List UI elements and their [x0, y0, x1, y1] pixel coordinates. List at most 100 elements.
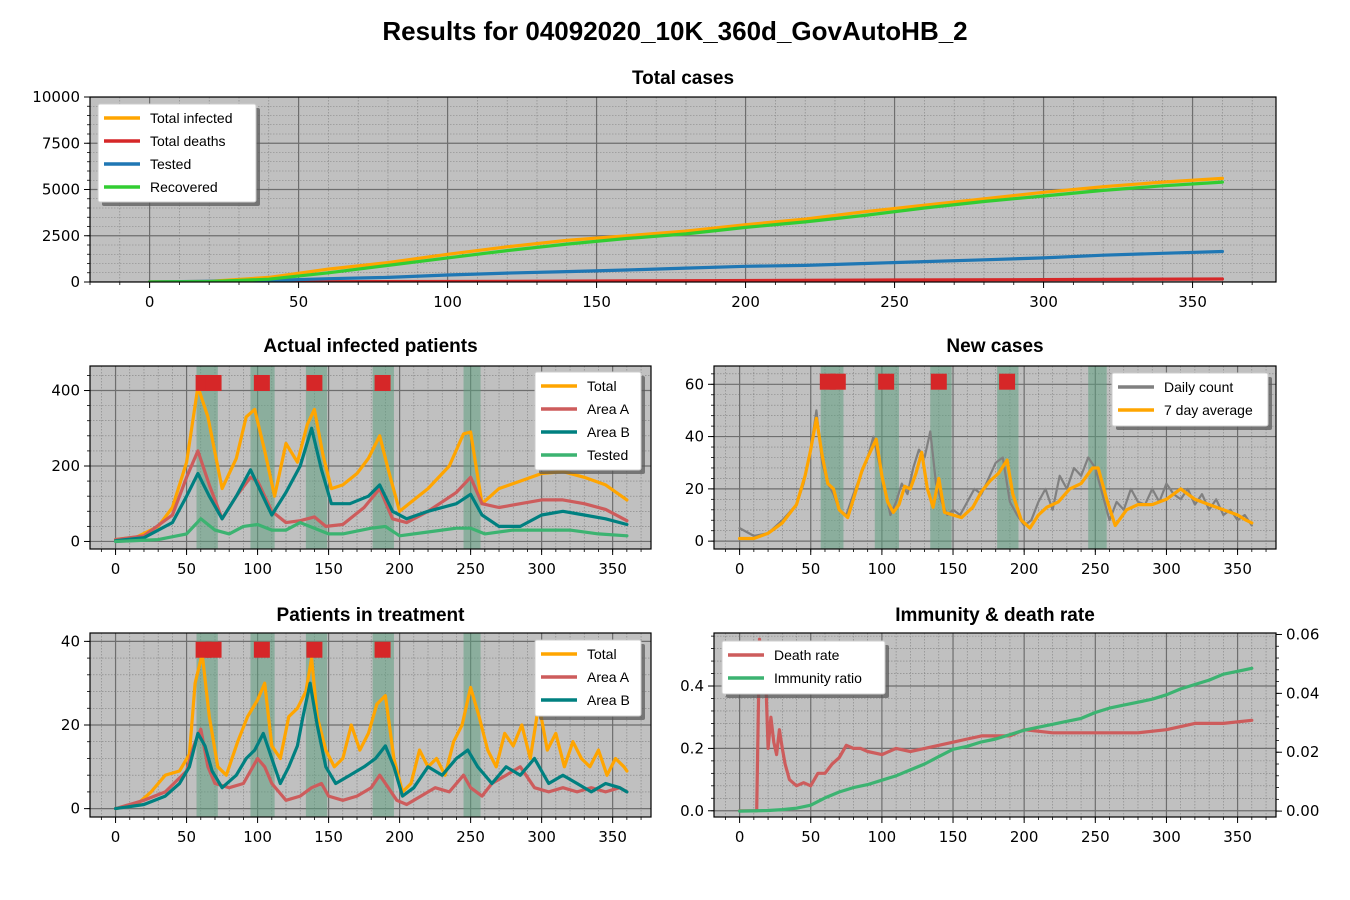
- chart-title: Immunity & death rate: [895, 605, 1095, 626]
- chart-immunity: Immunity & death rate 0 50 100 150 200 250 300 3…: [680, 605, 1319, 846]
- x-tick-label: 150: [939, 828, 968, 846]
- legend: Daily count 7 day average: [1111, 372, 1272, 430]
- x-tick-label: 300: [527, 560, 556, 578]
- y-tick-label: 0: [694, 532, 704, 550]
- shaded-interval: [250, 366, 275, 549]
- legend-box: [534, 639, 642, 717]
- x-tick-label: 250: [880, 293, 909, 311]
- legend: Death rate Immunity ratio: [721, 640, 889, 698]
- legend-label: Recovered: [150, 179, 218, 195]
- y-tick-label: 5000: [42, 181, 80, 199]
- legend-label: Tested: [150, 156, 191, 172]
- x-tick-label: 0: [111, 828, 121, 846]
- y-tick-label: 400: [51, 382, 80, 400]
- x-tick-label: 350: [598, 828, 627, 846]
- legend-label: Area A: [587, 401, 630, 417]
- x-tick-label: 150: [314, 560, 343, 578]
- shaded-interval: [997, 366, 1019, 549]
- x-tick-label: 200: [385, 560, 414, 578]
- shaded-interval: [930, 366, 952, 549]
- series-line: [113, 385, 629, 542]
- series-line: [113, 727, 629, 811]
- legend-label: Total deaths: [150, 133, 226, 149]
- y-tick-label: 200: [51, 457, 80, 475]
- chart-title: Actual infected patients: [263, 336, 477, 357]
- x-tick-label: 0: [145, 293, 155, 311]
- legend-box: [534, 371, 642, 471]
- x-tick-label: 200: [1010, 560, 1039, 578]
- series-line: [113, 517, 629, 544]
- x-tick-label: 50: [289, 293, 308, 311]
- event-marker: [253, 374, 270, 391]
- x-tick-label: 50: [801, 560, 820, 578]
- series-line: [737, 416, 1254, 541]
- chart-title: Patients in treatment: [277, 605, 466, 626]
- x-tick-label: 200: [731, 293, 760, 311]
- x-tick-label: 150: [314, 828, 343, 846]
- plot-frame: [89, 365, 652, 550]
- series-line: [148, 176, 1225, 282]
- y2-tick-label: 0.02: [1286, 743, 1319, 761]
- y-tick-label: 0.2: [680, 739, 704, 757]
- x-tick-label: 350: [1223, 560, 1252, 578]
- y2-tick-label: 0.06: [1286, 625, 1319, 643]
- legend-label: Area B: [587, 692, 630, 708]
- shaded-interval: [372, 633, 394, 817]
- x-tick-label: 250: [1081, 828, 1110, 846]
- x-tick-label: 350: [1223, 828, 1252, 846]
- x-tick-label: 200: [385, 828, 414, 846]
- series-line: [737, 666, 1254, 813]
- x-tick-label: 100: [868, 560, 897, 578]
- event-marker: [374, 641, 391, 658]
- grid: [90, 97, 1276, 282]
- shaded-interval: [372, 366, 394, 549]
- series-lines: [113, 652, 629, 811]
- event-marker: [878, 373, 895, 390]
- event-marker: [930, 373, 947, 390]
- chart-total: Total cases 0 50 100 150 200 250 300 350 0 2500 500…: [32, 68, 1277, 311]
- y-tick-label: 2500: [42, 227, 80, 245]
- y2-tick-label: 0.00: [1286, 802, 1319, 820]
- event-marker: [306, 641, 323, 658]
- event-marker: [205, 374, 222, 391]
- legend-label: Area A: [587, 669, 630, 685]
- y-tick-label: 20: [685, 480, 704, 498]
- series-line: [113, 449, 629, 542]
- x-tick-label: 0: [735, 560, 745, 578]
- y-tick-label: 0: [70, 800, 80, 818]
- shaded-interval: [305, 366, 328, 549]
- y-tick-label: 40: [685, 428, 704, 446]
- shaded-interval: [463, 366, 481, 549]
- legend-label: 7 day average: [1164, 402, 1253, 418]
- y-tick-label: 40: [61, 632, 80, 650]
- x-tick-label: 250: [1081, 560, 1110, 578]
- legend-label: Death rate: [774, 647, 840, 663]
- y-tick-label: 60: [685, 375, 704, 393]
- chart-actual: Actual infected patients 0 50 100 150 200 250 3…: [51, 336, 652, 578]
- series-line: [113, 681, 629, 811]
- legend-label: Total infected: [150, 110, 233, 126]
- legend-label: Area B: [587, 424, 630, 440]
- figure-title: Results for 04092020_10K_360d_GovAutoHB_…: [382, 16, 967, 46]
- x-tick-label: 150: [582, 293, 611, 311]
- y-tick-label: 0.4: [680, 677, 704, 695]
- legend-label: Tested: [587, 447, 628, 463]
- legend: Total infected Total deaths Tested Recovere…: [97, 103, 260, 206]
- legend-label: Daily count: [1164, 379, 1233, 395]
- x-tick-label: 250: [456, 560, 485, 578]
- legend: Total Area A Area B Tested: [534, 371, 645, 474]
- legend-label: Total: [587, 646, 617, 662]
- legend-label: Immunity ratio: [774, 670, 862, 686]
- chart-title: Total cases: [632, 68, 734, 89]
- series-lines: [737, 409, 1254, 541]
- x-tick-label: 250: [456, 828, 485, 846]
- series-line: [737, 637, 1254, 813]
- plot-frame: [713, 632, 1277, 818]
- legend: Total Area A Area B: [534, 639, 645, 720]
- y-tick-label: 10000: [32, 88, 80, 106]
- x-tick-label: 50: [801, 828, 820, 846]
- event-marker: [829, 373, 846, 390]
- event-marker: [374, 374, 391, 391]
